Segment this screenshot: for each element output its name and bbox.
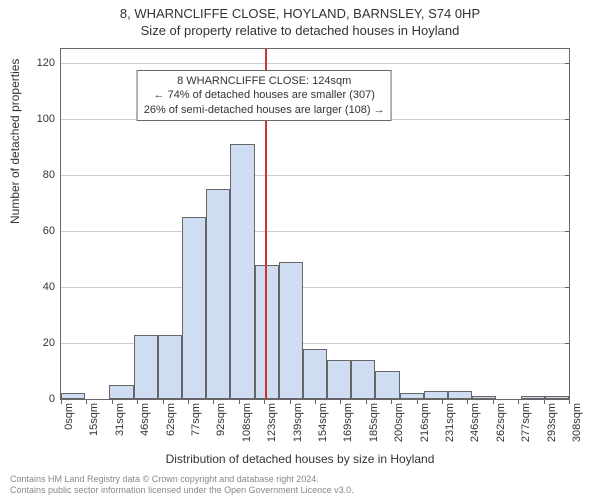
histogram-bar	[303, 349, 327, 399]
x-tick-label: 231sqm	[444, 403, 456, 442]
x-tick-label: 277sqm	[520, 403, 532, 442]
y-tick-label: 0	[49, 393, 61, 405]
x-axis-label: Distribution of detached houses by size …	[0, 452, 600, 466]
x-tick-label: 46sqm	[139, 403, 151, 436]
footer-line1: Contains HM Land Registry data © Crown c…	[10, 474, 354, 485]
y-axis-label: Number of detached properties	[8, 59, 22, 224]
histogram-bar	[424, 391, 448, 399]
x-tick-mark	[290, 399, 291, 404]
y-tick-mark	[565, 231, 570, 232]
footer-line2: Contains public sector information licen…	[10, 485, 354, 496]
annotation-line3: 26% of semi-detached houses are larger (…	[144, 103, 385, 117]
y-tick-mark	[565, 63, 570, 64]
annotation-line1: 8 WHARNCLIFFE CLOSE: 124sqm	[144, 74, 385, 88]
y-tick-mark	[565, 343, 570, 344]
grid-line	[61, 287, 569, 288]
x-tick-label: 62sqm	[165, 403, 177, 436]
grid-line	[61, 231, 569, 232]
histogram-bar	[134, 335, 158, 399]
x-tick-mark	[366, 399, 367, 404]
footer-text: Contains HM Land Registry data © Crown c…	[10, 474, 354, 496]
y-tick-mark	[565, 119, 570, 120]
histogram-bar	[109, 385, 133, 399]
y-tick-mark	[565, 287, 570, 288]
histogram-bar	[521, 396, 545, 399]
histogram-bar	[327, 360, 351, 399]
x-tick-label: 92sqm	[215, 403, 227, 436]
page-subtitle: Size of property relative to detached ho…	[0, 21, 600, 38]
y-tick-label: 40	[43, 281, 61, 293]
chart-container: 8, WHARNCLIFFE CLOSE, HOYLAND, BARNSLEY,…	[0, 0, 600, 500]
x-tick-label: 308sqm	[571, 403, 583, 442]
x-tick-mark	[163, 399, 164, 404]
annotation-box: 8 WHARNCLIFFE CLOSE: 124sqm← 74% of deta…	[137, 70, 392, 121]
x-tick-label: 200sqm	[393, 403, 405, 442]
histogram-bar	[351, 360, 375, 399]
x-tick-mark	[442, 399, 443, 404]
x-tick-label: 0sqm	[63, 403, 75, 430]
x-tick-mark	[239, 399, 240, 404]
x-tick-label: 216sqm	[419, 403, 431, 442]
x-tick-mark	[315, 399, 316, 404]
y-tick-mark	[565, 175, 570, 176]
grid-line	[61, 63, 569, 64]
histogram-bar	[545, 396, 569, 399]
histogram-bar	[279, 262, 303, 399]
histogram-bar	[206, 189, 230, 399]
x-tick-mark	[417, 399, 418, 404]
grid-line	[61, 175, 569, 176]
y-tick-label: 60	[43, 225, 61, 237]
histogram-bar	[230, 144, 254, 399]
x-tick-label: 77sqm	[190, 403, 202, 436]
x-tick-label: 31sqm	[114, 403, 126, 436]
x-tick-mark	[569, 399, 570, 404]
y-tick-label: 20	[43, 337, 61, 349]
y-tick-label: 100	[37, 113, 61, 125]
x-tick-mark	[188, 399, 189, 404]
histogram-bar	[448, 391, 472, 399]
x-tick-label: 246sqm	[469, 403, 481, 442]
y-tick-label: 120	[37, 57, 61, 69]
x-tick-label: 154sqm	[317, 403, 329, 442]
y-tick-label: 80	[43, 169, 61, 181]
x-tick-mark	[493, 399, 494, 404]
histogram-bar	[375, 371, 399, 399]
x-tick-label: 185sqm	[368, 403, 380, 442]
histogram-bar	[158, 335, 182, 399]
histogram-bar	[182, 217, 206, 399]
x-tick-label: 169sqm	[342, 403, 354, 442]
x-tick-mark	[112, 399, 113, 404]
histogram-bar	[61, 393, 85, 399]
x-tick-label: 139sqm	[292, 403, 304, 442]
histogram-bar	[400, 393, 424, 399]
x-tick-label: 123sqm	[266, 403, 278, 442]
x-tick-label: 108sqm	[241, 403, 253, 442]
annotation-line2: ← 74% of detached houses are smaller (30…	[144, 88, 385, 102]
page-title: 8, WHARNCLIFFE CLOSE, HOYLAND, BARNSLEY,…	[0, 0, 600, 21]
plot-area: 0204060801001200sqm15sqm31sqm46sqm62sqm7…	[60, 48, 570, 400]
x-tick-mark	[544, 399, 545, 404]
x-tick-label: 15sqm	[88, 403, 100, 436]
x-tick-mark	[61, 399, 62, 404]
x-tick-label: 262sqm	[495, 403, 507, 442]
x-tick-label: 293sqm	[546, 403, 558, 442]
